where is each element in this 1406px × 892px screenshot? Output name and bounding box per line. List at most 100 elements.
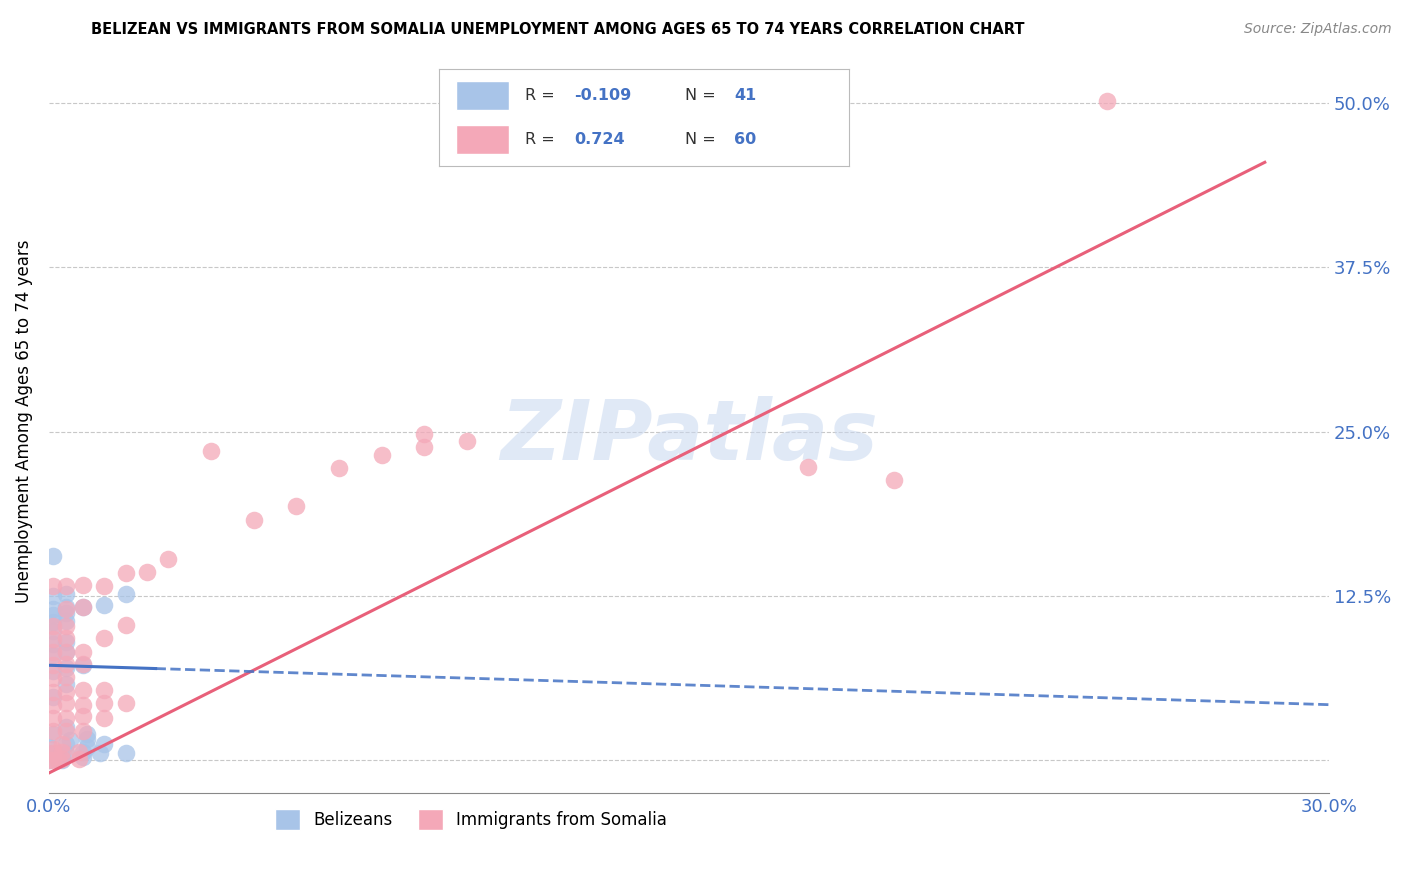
Point bbox=[46, 753, 69, 767]
Point bbox=[55, 676, 77, 690]
Point bbox=[42, 549, 65, 564]
Point bbox=[67, 751, 90, 765]
Point bbox=[114, 746, 136, 760]
Point bbox=[72, 709, 94, 723]
Point bbox=[42, 608, 65, 623]
Text: ZIPatlas: ZIPatlas bbox=[501, 396, 877, 477]
Point bbox=[55, 600, 77, 615]
Point bbox=[55, 697, 77, 711]
Point bbox=[114, 697, 136, 711]
Point bbox=[42, 619, 65, 633]
Point bbox=[55, 619, 77, 633]
Point bbox=[46, 753, 69, 767]
Point bbox=[456, 434, 478, 448]
Point bbox=[93, 631, 115, 645]
Point bbox=[136, 565, 159, 579]
Point bbox=[42, 742, 65, 756]
Point bbox=[42, 664, 65, 678]
Point bbox=[55, 723, 77, 738]
Point bbox=[55, 587, 77, 601]
Point bbox=[93, 579, 115, 593]
Point bbox=[42, 615, 65, 629]
Point bbox=[55, 720, 77, 734]
Point bbox=[55, 670, 77, 684]
Point bbox=[93, 737, 115, 751]
Point bbox=[42, 645, 65, 659]
Point bbox=[38, 753, 60, 767]
Point bbox=[42, 632, 65, 646]
Point bbox=[1095, 94, 1118, 108]
Point bbox=[38, 753, 60, 767]
Point bbox=[55, 657, 77, 671]
Point bbox=[285, 500, 308, 514]
Point bbox=[67, 745, 90, 759]
Point bbox=[55, 631, 77, 645]
Point bbox=[72, 658, 94, 673]
Point bbox=[72, 745, 94, 759]
Point bbox=[72, 750, 94, 764]
Point bbox=[883, 473, 905, 487]
Point bbox=[55, 634, 77, 648]
Point bbox=[413, 427, 436, 442]
Point bbox=[72, 645, 94, 659]
Point bbox=[55, 579, 77, 593]
Point bbox=[38, 746, 60, 760]
Point bbox=[72, 600, 94, 615]
Point bbox=[51, 753, 73, 767]
Point bbox=[114, 587, 136, 601]
Point bbox=[93, 711, 115, 725]
Point bbox=[55, 737, 77, 751]
Point bbox=[370, 448, 392, 462]
Point bbox=[42, 690, 65, 704]
Point bbox=[55, 602, 77, 616]
Point bbox=[89, 746, 111, 760]
Point bbox=[42, 726, 65, 740]
Point bbox=[114, 566, 136, 581]
Point bbox=[55, 645, 77, 659]
Point bbox=[55, 746, 77, 760]
Text: BELIZEAN VS IMMIGRANTS FROM SOMALIA UNEMPLOYMENT AMONG AGES 65 TO 74 YEARS CORRE: BELIZEAN VS IMMIGRANTS FROM SOMALIA UNEM… bbox=[91, 22, 1025, 37]
Point bbox=[93, 697, 115, 711]
Point bbox=[42, 602, 65, 616]
Point bbox=[42, 711, 65, 725]
Point bbox=[93, 598, 115, 612]
Point bbox=[42, 589, 65, 603]
Point bbox=[42, 648, 65, 662]
Point bbox=[72, 578, 94, 592]
Point bbox=[413, 440, 436, 454]
Point bbox=[72, 600, 94, 615]
Point bbox=[42, 624, 65, 639]
Point bbox=[42, 684, 65, 698]
Point bbox=[51, 745, 73, 759]
Point bbox=[42, 723, 65, 738]
Point bbox=[42, 579, 65, 593]
Point bbox=[42, 658, 65, 673]
Point bbox=[76, 726, 98, 740]
Point bbox=[42, 637, 65, 651]
Point bbox=[55, 661, 77, 675]
Point bbox=[55, 711, 77, 725]
Point bbox=[328, 461, 350, 475]
Text: Source: ZipAtlas.com: Source: ZipAtlas.com bbox=[1244, 22, 1392, 37]
Point bbox=[51, 737, 73, 751]
Point bbox=[200, 444, 222, 458]
Legend: Belizeans, Immigrants from Somalia: Belizeans, Immigrants from Somalia bbox=[269, 803, 673, 837]
Point bbox=[93, 683, 115, 698]
Point bbox=[42, 698, 65, 712]
Point bbox=[55, 614, 77, 628]
Point bbox=[72, 723, 94, 738]
Point bbox=[42, 672, 65, 686]
Point bbox=[51, 751, 73, 765]
Point bbox=[42, 746, 65, 760]
Point bbox=[76, 731, 98, 746]
Point bbox=[55, 684, 77, 698]
Point bbox=[157, 552, 180, 566]
Point bbox=[38, 739, 60, 754]
Point bbox=[242, 512, 264, 526]
Point bbox=[72, 683, 94, 698]
Point bbox=[114, 617, 136, 632]
Point bbox=[59, 733, 82, 747]
Point bbox=[797, 460, 820, 475]
Point bbox=[55, 606, 77, 620]
Y-axis label: Unemployment Among Ages 65 to 74 years: Unemployment Among Ages 65 to 74 years bbox=[15, 240, 32, 603]
